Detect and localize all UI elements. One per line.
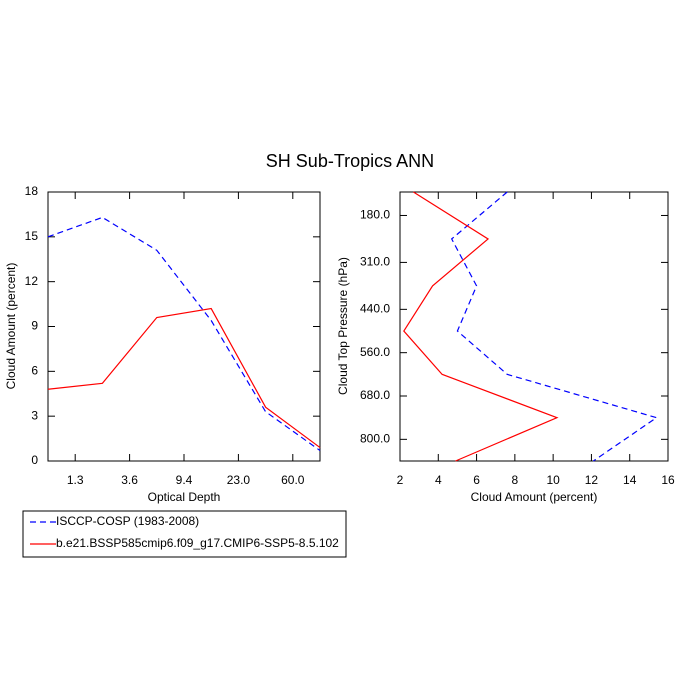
y-axis-label: Cloud Amount (percent) — [4, 263, 18, 390]
y-tick-label: 560.0 — [360, 345, 390, 359]
x-tick-label: 9.4 — [176, 473, 193, 487]
x-tick-label: 3.6 — [121, 473, 138, 487]
plot-frame — [399, 191, 669, 462]
y-axis-label: Cloud Top Pressure (hPa) — [336, 257, 350, 395]
y-tick-label: 9 — [31, 319, 38, 333]
y-tick-label: 680.0 — [360, 388, 390, 402]
y-tick-label: 12 — [25, 274, 39, 288]
series-line — [47, 216, 321, 452]
plot-frame — [47, 191, 321, 462]
series-line — [47, 307, 321, 449]
x-tick-label: 16 — [661, 473, 675, 487]
y-tick-label: 440.0 — [360, 302, 390, 316]
x-tick-label: 60.0 — [281, 473, 305, 487]
x-tick-label: 12 — [585, 473, 599, 487]
y-tick-label: 800.0 — [360, 432, 390, 446]
y-tick-label: 6 — [31, 364, 38, 378]
x-tick-label: 6 — [473, 473, 480, 487]
legend-label: b.e21.BSSP585cmip6.f09_g17.CMIP6-SSP5-8.… — [56, 536, 339, 550]
series-line — [450, 191, 658, 462]
y-tick-label: 310.0 — [360, 255, 390, 269]
y-tick-label: 15 — [25, 229, 39, 243]
x-axis-label: Optical Depth — [148, 490, 221, 504]
x-axis-label: Cloud Amount (percent) — [471, 490, 598, 504]
legend-box — [22, 510, 347, 558]
y-tick-label: 3 — [31, 408, 38, 422]
x-tick-label: 8 — [512, 473, 519, 487]
x-tick-label: 2 — [397, 473, 404, 487]
x-tick-label: 10 — [546, 473, 560, 487]
chart-title: SH Sub-Tropics ANN — [266, 151, 434, 171]
y-tick-label: 0 — [31, 453, 38, 467]
x-tick-label: 4 — [435, 473, 442, 487]
y-tick-label: 18 — [25, 184, 39, 198]
legend-label: ISCCP-COSP (1983-2008) — [56, 514, 199, 528]
series-line — [403, 191, 559, 462]
x-tick-label: 14 — [623, 473, 637, 487]
x-tick-label: 23.0 — [227, 473, 251, 487]
y-tick-label: 180.0 — [360, 208, 390, 222]
x-tick-label: 1.3 — [67, 473, 84, 487]
